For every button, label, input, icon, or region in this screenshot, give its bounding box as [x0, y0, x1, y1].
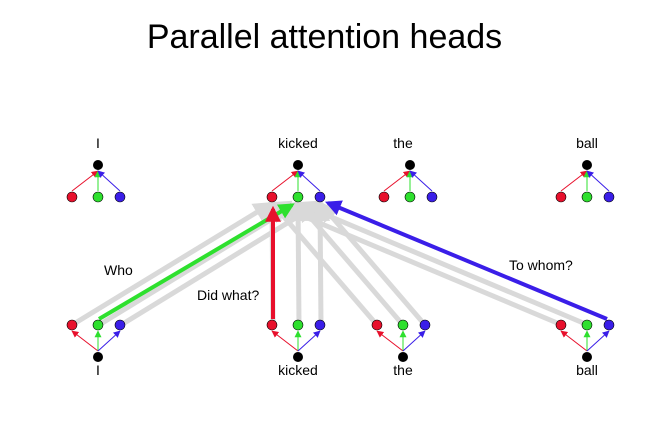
bottom-node-stack	[66, 319, 126, 362]
word-node	[582, 352, 592, 362]
blue-projection-arrow	[97, 170, 121, 192]
blue-head-node	[114, 191, 126, 203]
to-whom-attention-arrow	[325, 200, 608, 321]
green-head-node	[92, 319, 104, 331]
who-attention-arrow	[97, 203, 295, 321]
node-stacks	[66, 160, 615, 362]
blue-head-node	[603, 191, 615, 203]
faded-attention-arrow	[288, 201, 309, 326]
blue-projection-arrow	[297, 170, 321, 192]
red-head-node	[266, 191, 278, 203]
green-head-node	[404, 191, 416, 203]
blue-projection-arrow	[402, 330, 426, 352]
red-projection-arrow	[71, 170, 99, 192]
word-node	[405, 160, 415, 170]
bottom-word-label: kicked	[278, 362, 318, 378]
blue-projection-arrow	[97, 330, 121, 352]
red-projection-arrow	[560, 330, 588, 352]
blue-projection-arrow	[586, 170, 610, 192]
faded-attention-arrow	[318, 201, 427, 327]
word-node	[293, 352, 303, 362]
red-head-node	[66, 319, 78, 331]
word-node	[293, 160, 303, 170]
red-head-node	[555, 319, 567, 331]
faded-attention-edges	[70, 200, 589, 328]
red-head-node	[66, 191, 78, 203]
red-head-node	[371, 319, 383, 331]
red-projection-arrow	[71, 330, 99, 352]
blue-head-node	[419, 319, 431, 331]
faded-attention-arrow	[270, 201, 379, 327]
blue-head-node	[114, 319, 126, 331]
green-head-node	[397, 319, 409, 331]
red-projection-arrow	[271, 330, 299, 352]
green-head-node	[92, 191, 104, 203]
bottom-node-stack	[371, 319, 431, 362]
top-node-stack	[66, 160, 126, 203]
word-node	[93, 160, 103, 170]
top-word-label: I	[96, 135, 100, 151]
red-projection-arrow	[383, 170, 411, 192]
bottom-node-stack	[555, 319, 615, 362]
bottom-word-label: the	[393, 362, 413, 378]
red-projection-arrow	[376, 330, 404, 352]
to-whom-edge-label: To whom?	[509, 257, 573, 273]
red-projection-arrow	[271, 170, 299, 192]
blue-head-node	[603, 319, 615, 331]
green-head-node	[292, 319, 304, 331]
top-node-stack	[378, 160, 438, 203]
faded-attention-arrow	[270, 200, 563, 328]
top-word-label: the	[393, 135, 413, 151]
blue-projection-arrow	[297, 330, 321, 352]
faded-attention-arrow	[296, 200, 589, 328]
red-head-node	[555, 191, 567, 203]
green-head-node	[292, 191, 304, 203]
bottom-word-label: ball	[576, 362, 598, 378]
bottom-node-stack	[266, 319, 326, 362]
blue-head-node	[314, 319, 326, 331]
blue-head-node	[314, 191, 326, 203]
top-word-label: ball	[576, 135, 598, 151]
red-projection-arrow	[560, 170, 588, 192]
faded-attention-arrow	[70, 200, 274, 328]
blue-head-node	[426, 191, 438, 203]
highlighted-attention-edges	[97, 200, 608, 321]
red-head-node	[378, 191, 390, 203]
blue-projection-arrow	[586, 330, 610, 352]
green-head-node	[581, 319, 593, 331]
word-node	[93, 352, 103, 362]
word-node	[398, 352, 408, 362]
top-word-label: kicked	[278, 135, 318, 151]
did-what-edge-label: Did what?	[197, 287, 259, 303]
bottom-word-label: I	[96, 362, 100, 378]
word-node	[582, 160, 592, 170]
top-node-stack	[266, 160, 326, 203]
top-node-stack	[555, 160, 615, 203]
red-head-node	[266, 319, 278, 331]
who-edge-label: Who	[104, 262, 133, 278]
slide-title: Parallel attention heads	[146, 18, 503, 56]
blue-projection-arrow	[409, 170, 433, 192]
green-head-node	[581, 191, 593, 203]
